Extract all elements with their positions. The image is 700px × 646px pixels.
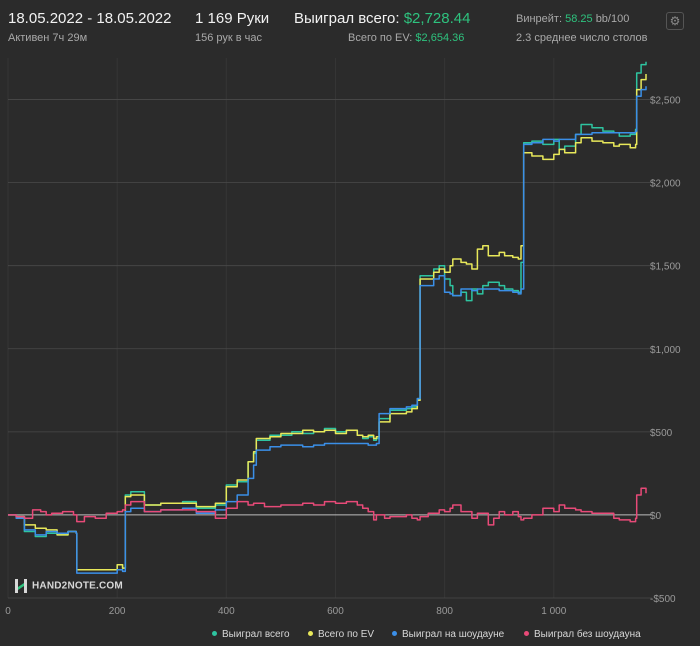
ev-total-value: $2,654.36 (415, 32, 465, 44)
stats-header: 18.05.2022 - 18.05.2022 Активен 7ч 29м 1… (0, 0, 700, 52)
series-line-no-showdown (8, 487, 647, 526)
series-line-won-total (8, 61, 647, 571)
legend-label: Выиграл всего (222, 629, 290, 640)
logo-text: HAND2NOTE.COM (32, 580, 123, 592)
y-tick-label: $500 (650, 428, 673, 439)
legend-item-won-total[interactable]: Выиграл всего (212, 629, 290, 640)
legend-item-showdown[interactable]: Выиграл на шоудауне (392, 629, 504, 640)
avg-tables: 2.3 среднее число столов (516, 32, 648, 44)
won-total: Выиграл всего: $2,728.44 (294, 10, 470, 27)
winrate-value: 58.25 (565, 13, 593, 25)
winrate: Винрейт: 58.25 bb/100 (516, 13, 629, 25)
x-tick-label: 0 (5, 606, 11, 617)
won-total-label: Выиграл всего: (294, 10, 400, 27)
hands-count: 1 169 Руки (195, 10, 270, 27)
winrate-suffix: bb/100 (595, 13, 630, 25)
legend-label: Выиграл без шоудауна (534, 629, 641, 640)
legend-dot (308, 630, 313, 636)
date-range: 18.05.2022 - 18.05.2022 (8, 10, 172, 27)
winrate-label: Винрейт: (516, 13, 563, 25)
active-time: Активен 7ч 29м (8, 32, 88, 44)
ev-total: Всего по EV: $2,654.36 (348, 32, 464, 44)
chart-legend: Выиграл всего Всего по EV Выиграл на шоу… (0, 629, 700, 643)
legend-item-ev[interactable]: Всего по EV (308, 629, 374, 640)
legend-dot (524, 630, 529, 636)
hands-per-hour: 156 рук в час (195, 32, 263, 44)
ev-total-label: Всего по EV: (348, 32, 413, 44)
x-tick-label: 200 (109, 606, 126, 617)
legend-item-no-showdown[interactable]: Выиграл без шоудауна (524, 629, 641, 640)
y-tick-label: $2,500 (650, 96, 681, 107)
profit-chart: 0 200 400 600 800 1 000 -$500 $0 $500 $1,000 $1,50… (5, 58, 681, 617)
hand2note-logo: HAND2NOTE.COM (14, 578, 123, 594)
legend-label: Выиграл на шоудауне (402, 629, 505, 640)
legend-label: Всего по EV (318, 629, 375, 640)
x-tick-label: 400 (218, 606, 235, 617)
y-tick-label: -$500 (650, 594, 676, 605)
legend-dot (212, 630, 217, 636)
won-total-value: $2,728.44 (403, 10, 471, 27)
y-tick-label: $1,500 (650, 262, 681, 273)
y-tick-label: $1,000 (650, 345, 681, 356)
y-tick-label: $2,000 (650, 179, 681, 190)
legend-dot (392, 630, 397, 636)
y-tick-label: $0 (650, 511, 662, 522)
hand2note-logo-icon (15, 579, 27, 593)
gear-icon[interactable]: ⚙ (666, 12, 684, 30)
x-tick-label: 1 000 (541, 606, 566, 617)
series-line-showdown (8, 86, 647, 574)
series-line-ev (8, 74, 647, 571)
x-tick-label: 600 (327, 606, 344, 617)
x-tick-label: 800 (436, 606, 453, 617)
